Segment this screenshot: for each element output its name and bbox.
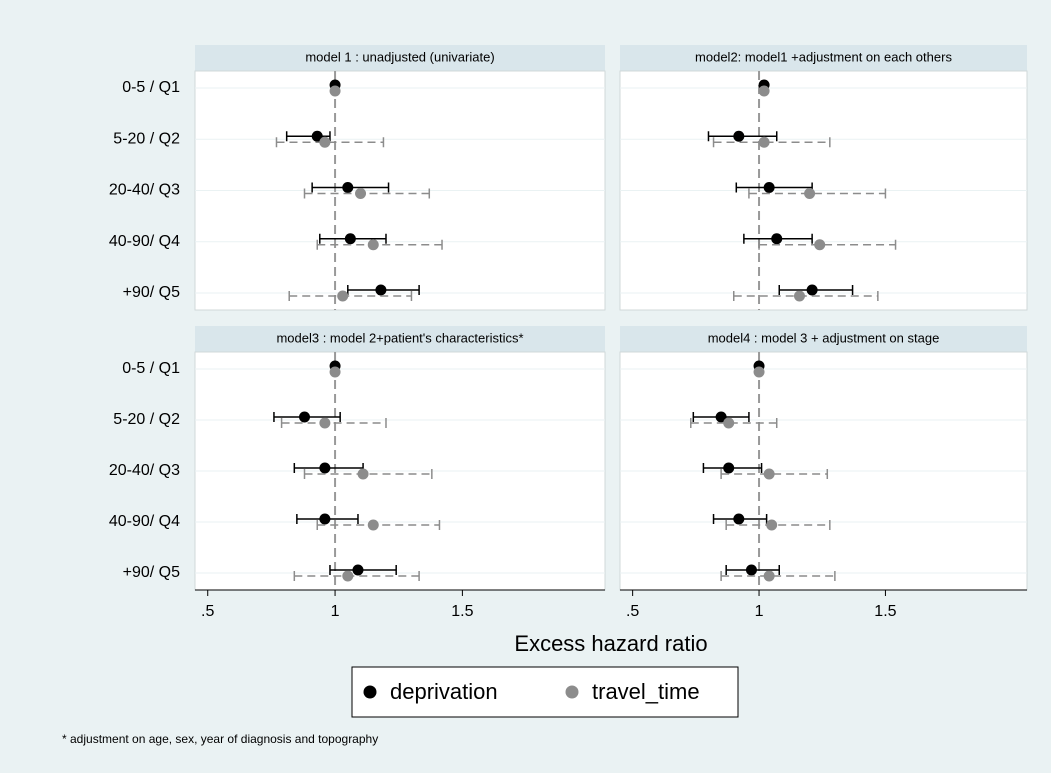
point <box>337 290 349 302</box>
point <box>763 182 775 193</box>
x-tick-label: 1.5 <box>451 603 473 620</box>
legend-marker <box>565 685 579 699</box>
point <box>329 366 341 378</box>
point <box>342 182 354 193</box>
point <box>753 366 765 378</box>
y-tick-label: 0-5 / Q1 <box>122 360 180 377</box>
x-tick-label: .5 <box>626 603 639 620</box>
point <box>367 519 379 531</box>
footnote: * adjustment on age, sex, year of diagno… <box>62 732 378 746</box>
panel-header <box>195 326 605 352</box>
point <box>771 233 783 245</box>
y-tick-label: +90/ Q5 <box>123 564 180 581</box>
panel-header <box>620 45 1027 71</box>
legend-label: travel_time <box>592 679 700 704</box>
point <box>299 411 311 423</box>
point <box>733 130 745 142</box>
y-tick-label: 5-20 / Q2 <box>113 130 180 147</box>
point <box>319 417 331 429</box>
x-tick-label: 1 <box>755 603 764 620</box>
point <box>758 85 770 97</box>
x-axis-label: Excess hazard ratio <box>514 631 707 656</box>
y-tick-label: 40-90/ Q4 <box>109 233 180 250</box>
point <box>342 570 354 582</box>
y-tick-label: 40-90/ Q4 <box>109 513 180 530</box>
point <box>804 188 816 199</box>
legend <box>351 666 739 718</box>
point <box>793 290 805 302</box>
point <box>319 513 331 525</box>
panel-title: model 1 : unadjusted (univariate) <box>305 49 494 64</box>
x-tick-label: 1 <box>331 603 340 620</box>
x-tick-label: 1.5 <box>874 603 896 620</box>
legend-marker <box>363 685 377 699</box>
point <box>723 462 735 474</box>
point <box>723 417 735 429</box>
x-tick-label: .5 <box>201 603 214 620</box>
panel-header <box>620 326 1027 352</box>
panel-header <box>195 45 605 71</box>
point <box>814 239 826 251</box>
point <box>319 136 331 148</box>
legend-label: deprivation <box>390 679 498 704</box>
point <box>806 284 818 296</box>
point <box>758 136 770 148</box>
point <box>367 239 379 251</box>
point <box>357 468 369 480</box>
point <box>329 85 341 97</box>
point <box>745 564 757 576</box>
point <box>733 513 745 525</box>
point <box>352 564 364 576</box>
y-tick-label: 20-40/ Q3 <box>109 182 180 199</box>
point <box>355 188 367 199</box>
point <box>766 519 778 531</box>
y-tick-label: 5-20 / Q2 <box>113 411 180 428</box>
point <box>763 468 775 480</box>
y-tick-label: 0-5 / Q1 <box>122 79 180 96</box>
point <box>319 462 331 474</box>
point <box>375 284 387 296</box>
panel-title: model2: model1 +adjustment on each other… <box>695 49 952 64</box>
panel-title: model4 : model 3 + adjustment on stage <box>708 330 940 345</box>
point <box>763 570 775 582</box>
point <box>715 411 727 423</box>
y-tick-label: 20-40/ Q3 <box>109 462 180 479</box>
point <box>344 233 356 245</box>
point <box>311 130 323 142</box>
panel-title: model3 : model 2+patient's characteristi… <box>276 330 523 345</box>
y-tick-label: +90/ Q5 <box>123 284 180 301</box>
